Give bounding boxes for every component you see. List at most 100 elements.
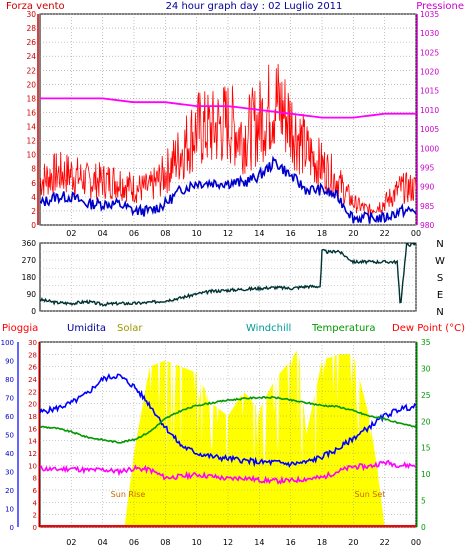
series-wind-avg — [39, 155, 417, 224]
direction-tick-label: 90 — [26, 290, 36, 299]
rain-tick-label: 18 — [28, 413, 37, 421]
rain-tick-label: 4 — [33, 499, 38, 507]
left-tick-label: 4 — [31, 193, 36, 202]
temperature-tick-label: 35 — [421, 338, 431, 347]
left-tick-label: 22 — [26, 66, 36, 75]
humidity-tick-label: 40 — [5, 450, 14, 458]
temperature-tick-label: 25 — [421, 391, 431, 400]
compass-label: W — [435, 256, 445, 267]
sunset-label: Sun Set — [355, 490, 386, 499]
series-wind-direction — [39, 242, 417, 307]
x-tick-label: 20 — [348, 229, 358, 238]
rain-tick-label: 12 — [28, 450, 37, 458]
x-tick-label: 02 — [66, 229, 76, 238]
humidity-tick-label: 30 — [5, 469, 14, 477]
left-tick-label: 30 — [26, 10, 36, 19]
humidity-tick-label: 10 — [5, 506, 14, 514]
humidity-tick-label: 100 — [1, 339, 14, 347]
x-tick-label: 14 — [254, 229, 264, 238]
x-tick-label: 22 — [380, 538, 390, 547]
rain-tick-label: 26 — [28, 364, 37, 372]
right-tick-label: 1020 — [420, 68, 439, 77]
legend-label: Dew Point (°C) — [392, 323, 465, 334]
x-tick-label: 04 — [98, 538, 108, 547]
direction-tick-label: 0 — [31, 307, 36, 316]
series-temperature — [39, 395, 417, 444]
rain-tick-label: 10 — [28, 462, 37, 470]
x-tick-label: 02 — [66, 538, 76, 547]
right-tick-label: 1010 — [420, 106, 439, 115]
compass-label: N — [436, 239, 443, 250]
right-tick-label: 980 — [420, 221, 435, 230]
x-tick-label: 20 — [348, 538, 358, 547]
left-tick-label: 28 — [26, 24, 36, 33]
x-tick-label: 12 — [223, 538, 233, 547]
x-tick-label: 16 — [286, 229, 296, 238]
series-wind-gust — [39, 63, 417, 216]
left-tick-label: 20 — [26, 80, 36, 89]
x-tick-label: 10 — [192, 538, 202, 547]
series-humidity — [39, 373, 417, 468]
rain-tick-label: 0 — [33, 524, 37, 532]
rain-tick-label: 6 — [33, 487, 38, 495]
right-axis-title: Pressione — [416, 1, 464, 12]
x-tick-label: 06 — [129, 538, 139, 547]
temperature-tick-label: 0 — [421, 523, 426, 532]
left-axis-title: Forza vento — [6, 1, 65, 12]
rain-tick-label: 28 — [28, 351, 37, 359]
humidity-tick-label: 70 — [5, 395, 14, 403]
left-tick-label: 10 — [26, 151, 36, 160]
rain-tick-label: 24 — [28, 376, 37, 384]
legend-label: Umidita — [67, 323, 106, 334]
rain-tick-label: 30 — [28, 339, 37, 347]
x-tick-label: 08 — [160, 538, 170, 547]
chart-title: 24 hour graph day : 02 Luglio 2011 — [166, 1, 343, 12]
direction-tick-label: 270 — [22, 256, 37, 265]
temperature-tick-label: 5 — [421, 497, 426, 506]
temperature-tick-label: 20 — [421, 417, 431, 426]
direction-tick-label: 180 — [22, 273, 37, 282]
temperature-tick-label: 15 — [421, 444, 431, 453]
series-pressure — [40, 97, 416, 119]
x-tick-label: 12 — [223, 229, 233, 238]
x-tick-label: 18 — [317, 538, 327, 547]
left-tick-label: 2 — [31, 207, 36, 216]
compass-label: S — [437, 273, 443, 284]
right-tick-label: 990 — [420, 183, 435, 192]
direction-tick-label: 360 — [22, 239, 37, 248]
left-tick-label: 16 — [26, 108, 36, 117]
humidity-tick-label: 20 — [5, 487, 14, 495]
legend-label: Temperatura — [311, 323, 376, 334]
rain-tick-label: 20 — [28, 401, 37, 409]
x-tick-label: 00 — [411, 538, 421, 547]
x-tick-label: 18 — [317, 229, 327, 238]
x-tick-label: 00 — [411, 229, 421, 238]
right-tick-label: 1000 — [420, 144, 439, 153]
rain-tick-label: 2 — [33, 512, 37, 520]
x-tick-label: 06 — [129, 229, 139, 238]
left-tick-label: 12 — [26, 137, 36, 146]
compass-label: E — [437, 290, 443, 301]
right-tick-label: 985 — [420, 202, 435, 211]
legend-label: Windchill — [246, 323, 291, 334]
left-tick-label: 6 — [31, 179, 36, 188]
humidity-tick-label: 80 — [5, 376, 14, 384]
x-tick-label: 08 — [160, 229, 170, 238]
right-tick-label: 1005 — [420, 125, 439, 134]
x-tick-label: 22 — [380, 229, 390, 238]
temperature-tick-label: 30 — [421, 364, 431, 373]
right-tick-label: 1035 — [420, 10, 439, 19]
left-tick-label: 8 — [31, 165, 36, 174]
temperature-tick-label: 10 — [421, 470, 431, 479]
x-tick-label: 14 — [254, 538, 264, 547]
humidity-tick-label: 60 — [5, 413, 14, 421]
rain-tick-label: 16 — [28, 425, 37, 433]
left-tick-label: 26 — [26, 38, 36, 47]
x-tick-label: 16 — [286, 538, 296, 547]
legend-label: Pioggia — [2, 323, 38, 334]
humidity-tick-label: 0 — [10, 524, 14, 532]
x-tick-label: 04 — [98, 229, 108, 238]
series-dew-point — [39, 459, 417, 485]
compass-label: N — [436, 307, 443, 318]
sunrise-label: Sun Rise — [111, 490, 146, 499]
